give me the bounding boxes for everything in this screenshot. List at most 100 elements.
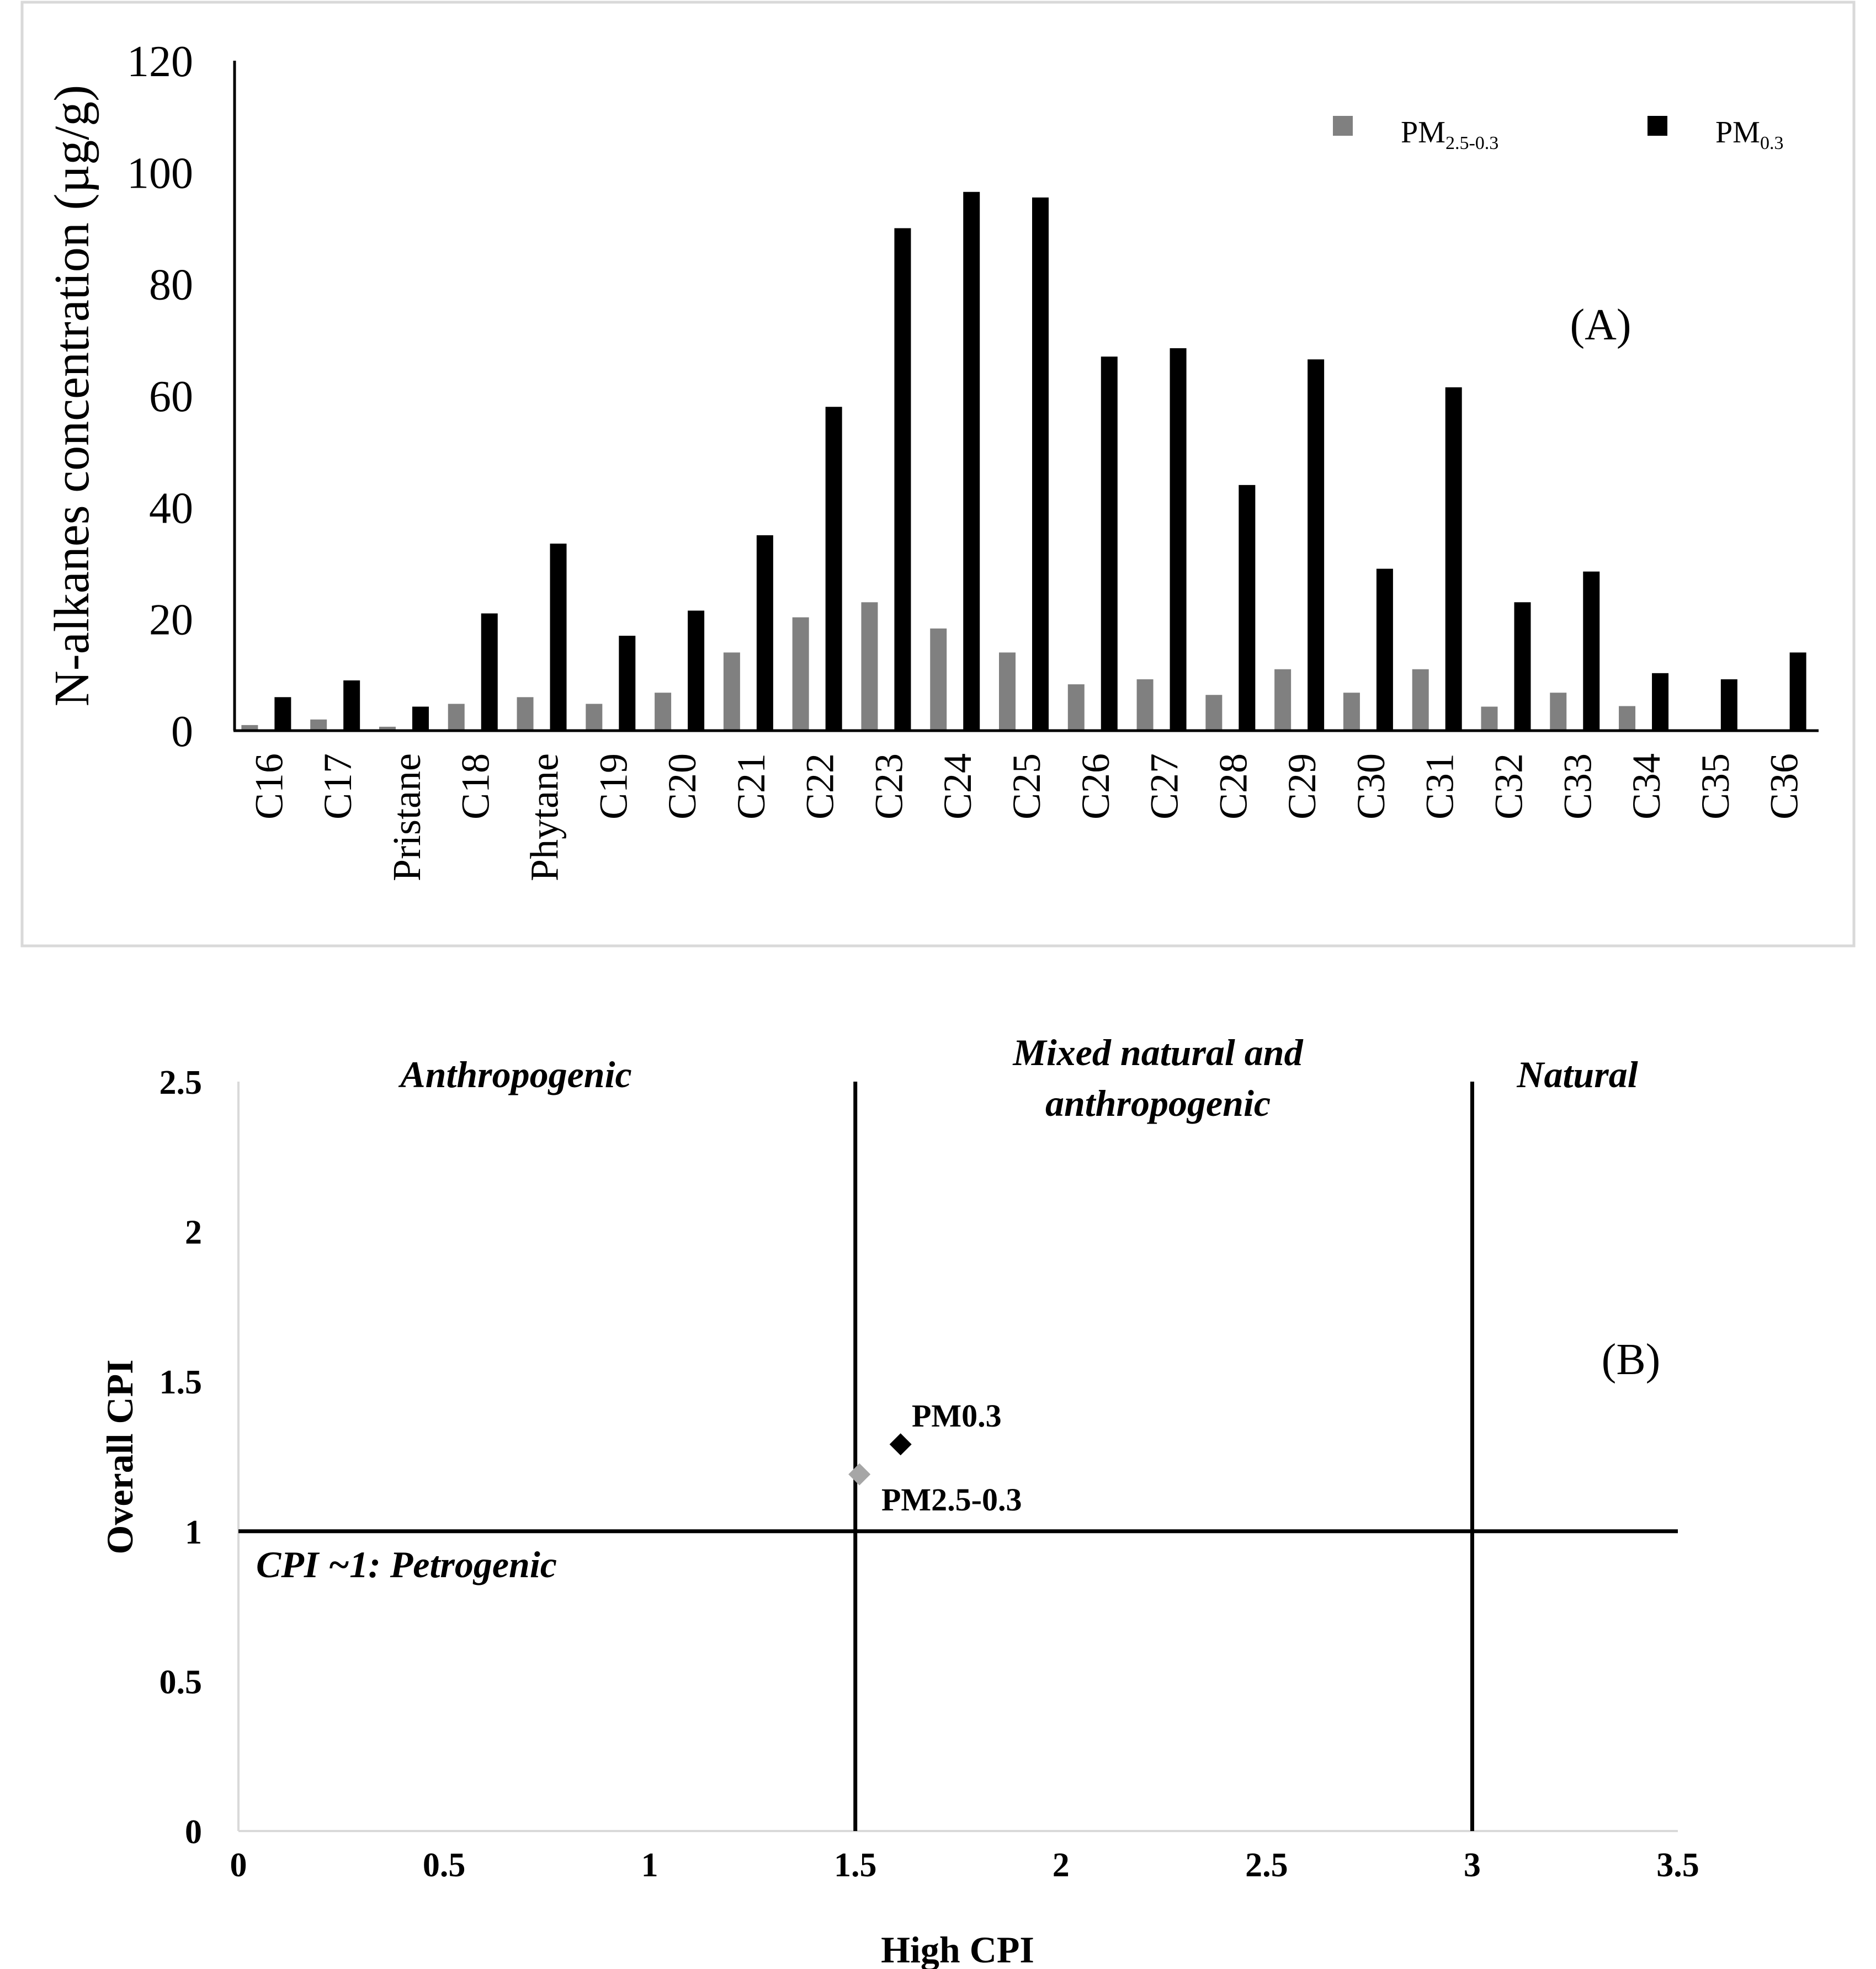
bar-pm0-3-c31 — [1445, 387, 1462, 731]
bar-pm2-5-0-3-c28 — [1205, 695, 1223, 731]
panel-a-y-tick-0: 0 — [171, 707, 193, 756]
panel-a-x-tick-c23: C23 — [867, 753, 911, 819]
bar-pm2-5-0-3-c31 — [1412, 669, 1429, 731]
bar-pm0-3-c17 — [343, 680, 360, 731]
panel-b-y-tick-2-5: 2.5 — [160, 1064, 203, 1101]
bar-pm0-3-c28 — [1239, 485, 1256, 731]
panel-a-y-axis-title: N-alkanes concentration (µg/g) — [45, 85, 99, 706]
legend-label-pm25-03: PM2.5-0.3 — [1401, 115, 1498, 153]
panel-a-y-tick-120: 120 — [127, 38, 193, 86]
bar-pm0-3-c18 — [481, 613, 498, 731]
panel-a-x-tick-c25: C25 — [1005, 753, 1049, 819]
panel-b-x-tick-3: 3 — [1464, 1846, 1481, 1884]
panel-a-bars — [241, 191, 1806, 731]
region-label-natural: Natural — [1516, 1053, 1638, 1095]
panel-b-x-tick-0: 0 — [230, 1846, 247, 1884]
panel-a-y-tick-100: 100 — [127, 149, 193, 198]
bar-pm0-3-c34 — [1652, 673, 1669, 731]
panel-a-x-tick-c22: C22 — [798, 753, 842, 819]
panel-a-x-tick-c33: C33 — [1555, 753, 1599, 819]
panel-a-x-tick-c24: C24 — [936, 753, 980, 819]
bar-pm2-5-0-3-c24 — [930, 628, 947, 731]
panel-a-x-tick-c34: C34 — [1624, 753, 1668, 819]
point-label-pm25-03: PM2.5-0.3 — [881, 1482, 1022, 1518]
bar-pm0-3-c24 — [963, 191, 980, 731]
panel-b-y-tick-2: 2 — [185, 1214, 202, 1252]
panel-b-y-tick-0: 0 — [185, 1813, 202, 1851]
panel-b-x-tick-3-5: 3.5 — [1656, 1846, 1699, 1884]
panel-a-x-tick-c20: C20 — [660, 753, 704, 819]
region-label-mixed-line2: anthropogenic — [1045, 1082, 1271, 1124]
bar-pm0-3-c22 — [825, 407, 842, 731]
bar-pm0-3-c21 — [756, 535, 773, 731]
panel-b-y-tick-1: 1 — [185, 1514, 202, 1551]
panel-a-x-tick-c36: C36 — [1762, 753, 1806, 819]
panel-b-x-tick-2: 2 — [1053, 1846, 1070, 1884]
legend-swatch-pm03 — [1648, 116, 1667, 136]
panel-a-x-tick-c21: C21 — [729, 753, 773, 819]
bar-pm2-5-0-3-c19 — [586, 704, 603, 731]
point-pm0-3 — [889, 1433, 912, 1456]
panel-a-x-tick-c19: C19 — [591, 753, 635, 819]
bar-pm0-3-c30 — [1376, 568, 1393, 731]
bar-pm0-3-c25 — [1032, 197, 1049, 731]
panel-a-x-tick-c27: C27 — [1142, 753, 1187, 819]
bar-pm0-3-c35 — [1720, 679, 1737, 731]
panel-a: 0 20 40 60 80 100 120 C16 C17 Pristane C18 Phytane… — [20, 1, 1856, 948]
panel-a-x-tick-c29: C29 — [1280, 753, 1324, 819]
bar-pm2-5-0-3-c30 — [1343, 693, 1360, 731]
bar-pm0-3-phytane — [550, 544, 567, 731]
bar-pm2-5-0-3-c34 — [1619, 706, 1636, 731]
panel-a-y-tick-60: 60 — [149, 372, 193, 421]
bar-pm0-3-c27 — [1170, 348, 1187, 731]
bar-pm0-3-c33 — [1583, 571, 1600, 731]
bar-pm2-5-0-3-c33 — [1550, 693, 1567, 731]
panel-a-y-tick-40: 40 — [149, 484, 193, 533]
bar-pm2-5-0-3-c22 — [792, 617, 809, 731]
panel-a-x-tick-c17: C17 — [316, 753, 360, 819]
panel-a-x-tick-c30: C30 — [1349, 753, 1393, 819]
bar-pm2-5-0-3-phytane — [517, 697, 534, 731]
bar-pm0-3-pristane — [412, 706, 429, 731]
bar-pm2-5-0-3-c23 — [861, 602, 878, 731]
panel-a-label: (A) — [1570, 301, 1631, 349]
panel-a-x-tick-c28: C28 — [1211, 753, 1255, 819]
bar-pm2-5-0-3-c25 — [999, 652, 1016, 731]
panel-a-x-tick-c26: C26 — [1073, 753, 1118, 819]
panel-b-label: (B) — [1602, 1335, 1661, 1384]
bar-pm2-5-0-3-c20 — [655, 693, 672, 731]
point-pm2-5-0-3 — [848, 1463, 871, 1486]
panel-b-x-tick-2-5: 2.5 — [1245, 1846, 1288, 1884]
panel-a-x-tick-c31: C31 — [1418, 753, 1462, 819]
panel-a-x-tick-c18: C18 — [454, 753, 498, 819]
panel-b-reference-lines — [238, 1082, 1678, 1831]
panel-a-x-tick-pristane: Pristane — [385, 753, 429, 881]
bar-pm0-3-c29 — [1308, 359, 1325, 731]
panel-b-y-tick-0-5: 0.5 — [160, 1663, 203, 1701]
panel-b-x-tick-1-5: 1.5 — [834, 1846, 877, 1884]
bar-pm0-3-c26 — [1101, 356, 1118, 731]
panel-b: 0 0.5 1 1.5 2 2.5 0 0.5 1 1.5 2 2.5 3 3.5 Anthropoge… — [99, 1031, 1699, 1969]
bar-pm2-5-0-3-c27 — [1136, 679, 1154, 731]
bar-pm2-5-0-3-c18 — [448, 704, 465, 731]
panel-a-y-tick-20: 20 — [149, 596, 193, 645]
panel-a-x-tick-c32: C32 — [1486, 753, 1530, 819]
legend-label-pm03: PM0.3 — [1715, 115, 1783, 153]
panel-a-y-tick-80: 80 — [149, 261, 193, 310]
panel-b-x-axis-title: High CPI — [881, 1929, 1034, 1969]
panel-b-x-tick-0-5: 0.5 — [423, 1846, 466, 1884]
bar-pm2-5-0-3-pristane — [379, 726, 396, 731]
bar-pm0-3-c19 — [619, 636, 636, 731]
panel-b-y-tick-1-5: 1.5 — [160, 1364, 203, 1401]
panel-b-y-tick-labels: 0 0.5 1 1.5 2 2.5 — [160, 1064, 203, 1851]
bar-pm2-5-0-3-c26 — [1067, 684, 1085, 731]
panel-a-x-tick-c16: C16 — [247, 753, 291, 819]
bar-pm0-3-c23 — [894, 228, 911, 731]
panel-b-x-tick-labels: 0 0.5 1 1.5 2 2.5 3 3.5 — [230, 1846, 1699, 1884]
region-label-petrogenic: CPI ~1: Petrogenic — [256, 1544, 557, 1585]
bar-pm2-5-0-3-c32 — [1481, 706, 1498, 731]
bar-pm0-3-c16 — [274, 697, 291, 731]
bar-pm2-5-0-3-c16 — [241, 725, 258, 731]
bar-pm0-3-c32 — [1514, 602, 1531, 731]
